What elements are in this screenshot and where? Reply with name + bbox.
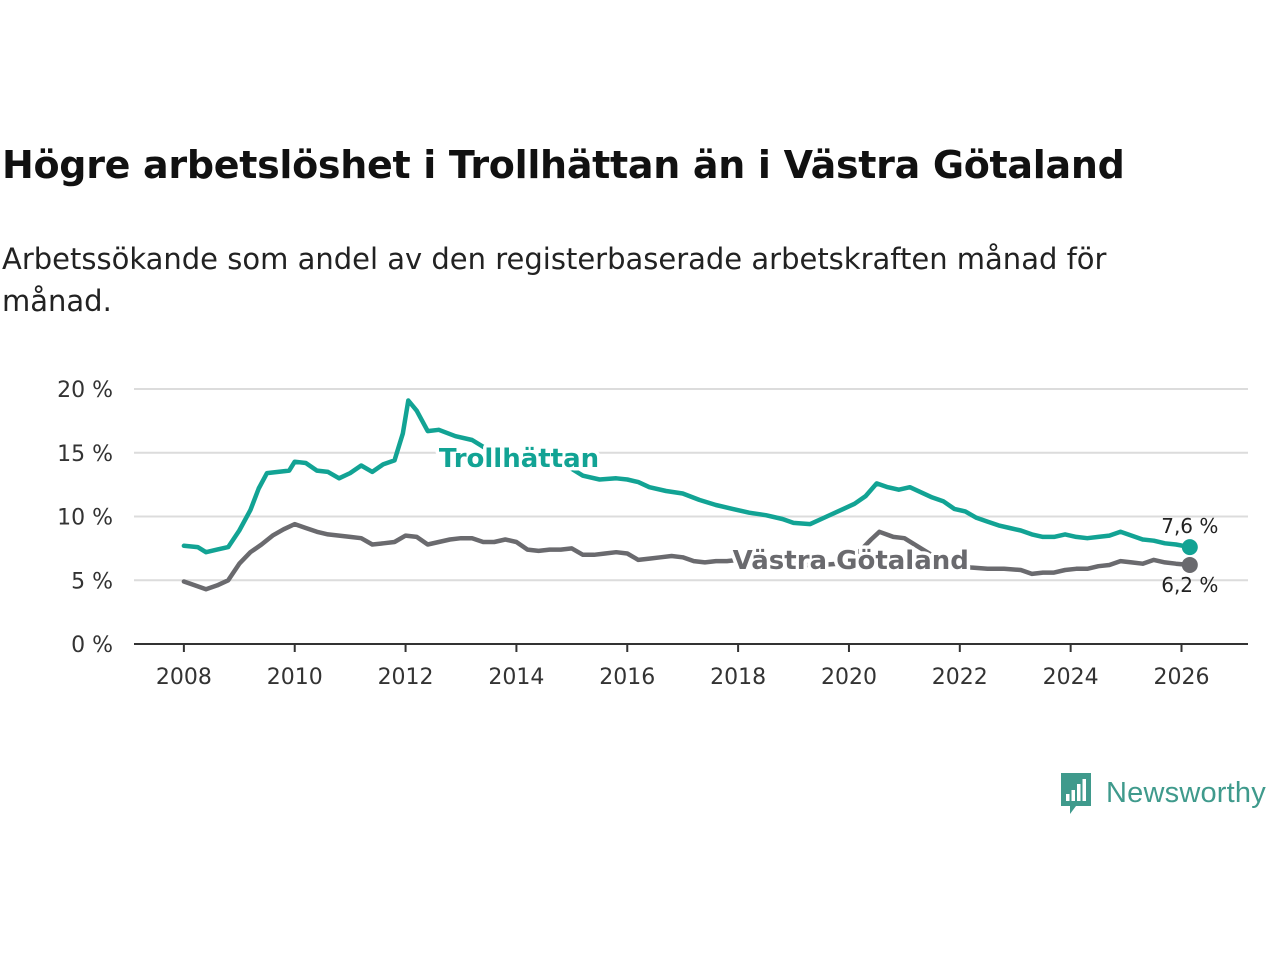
page-subtitle: Arbetssökande som andel av den registerb… xyxy=(2,242,1107,318)
x-tick-label: 2010 xyxy=(267,665,323,690)
x-tick-label: 2016 xyxy=(599,665,655,690)
series-end-marker xyxy=(1181,556,1198,573)
x-tick-label: 2014 xyxy=(488,665,544,690)
y-tick-label: 15 % xyxy=(57,442,113,467)
grid-layer xyxy=(134,388,1248,582)
x-tick-label: 2018 xyxy=(710,665,766,690)
newsworthy-logo-icon xyxy=(1061,773,1091,814)
series-end-label: 6,2 % xyxy=(1161,573,1218,597)
brand-name: Newsworthy xyxy=(1106,776,1266,809)
x-tick-label: 2026 xyxy=(1153,665,1209,690)
series-end-marker xyxy=(1181,539,1198,556)
series-layer xyxy=(181,398,1198,592)
brand-logo: Newsworthy xyxy=(1058,770,1266,816)
y-tick-label: 0 % xyxy=(71,633,113,658)
x-tick-label: 2024 xyxy=(1043,665,1099,690)
series-name-label: Trollhättan xyxy=(439,444,599,474)
label-layer: 7,6 % 6,2 % Trollhättan Västra Götaland xyxy=(435,440,1218,597)
series-line xyxy=(181,521,1193,592)
x-tick-label: 2020 xyxy=(821,665,877,690)
y-tick-label: 10 % xyxy=(57,506,113,531)
page-title: Högre arbetslöshet i Trollhättan än i Vä… xyxy=(2,143,1125,187)
x-tick-label: 2022 xyxy=(932,665,988,690)
x-tick-label: 2012 xyxy=(378,665,434,690)
axis-layer: 0 % 5 % 10 % 15 % 20 % 2008 2010 2012 2014 2016 20… xyxy=(57,378,1248,690)
series-end-label: 7,6 % xyxy=(1161,514,1218,538)
y-tick-label: 5 % xyxy=(71,569,113,594)
y-tick-label: 20 % xyxy=(57,378,113,403)
series-name-label: Västra Götaland xyxy=(733,546,969,576)
series-line xyxy=(181,398,1193,555)
x-tick-label: 2008 xyxy=(156,665,212,690)
